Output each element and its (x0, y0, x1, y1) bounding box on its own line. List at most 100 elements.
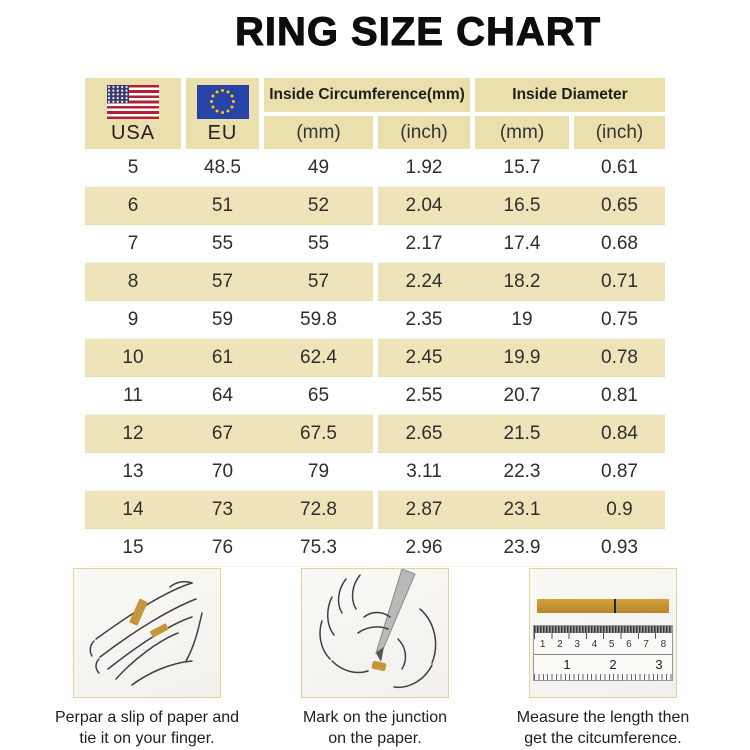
cell-usa-size: 10 (122, 347, 144, 368)
cell-eu-size: 48.5 (204, 157, 241, 178)
cell-diameter-mm: 16.5 (503, 195, 541, 216)
cell-usa-size: 13 (122, 461, 144, 482)
header-group-circumference: Inside Circumference(mm) (264, 78, 470, 112)
column-gap (373, 225, 378, 263)
cell-diameter-mm: 20.7 (503, 385, 541, 406)
usa-flag-canton (107, 84, 129, 103)
usa-flag-icon (107, 84, 159, 119)
column-gap (373, 339, 378, 377)
cell-diameter-inch: 0.75 (601, 309, 638, 330)
column-gap (373, 453, 378, 491)
table-row: 9 59 59.8 2.35 19 0.75 (85, 301, 665, 339)
header-group-diameter: Inside Diameter (475, 78, 665, 112)
cell-usa-size: 15 (122, 537, 144, 558)
cell-diameter-mm: 15.7 (503, 157, 541, 178)
column-gap (373, 377, 378, 415)
ruler-cm-number: 6 (626, 639, 632, 650)
cell-diameter-inch: 0.93 (601, 537, 638, 558)
cell-circumference-mm: 49 (307, 157, 330, 178)
cell-usa-size: 14 (122, 499, 144, 520)
cell-eu-size: 73 (211, 499, 234, 520)
cell-circumference-inch: 2.65 (405, 423, 443, 444)
cell-circumference-inch: 2.87 (405, 499, 443, 520)
cell-usa-size: 6 (127, 195, 139, 216)
hand-with-paper-strip-icon (89, 580, 203, 686)
ruler-cm-number: 4 (591, 639, 598, 650)
gold-paper-strip (537, 599, 669, 613)
cell-diameter-mm: 23.9 (503, 537, 541, 558)
cell-usa-size: 11 (123, 385, 143, 406)
table-row: 13 70 79 3.11 22.3 0.87 (85, 453, 665, 491)
ruler-edge-hatching (534, 626, 672, 633)
table-row: 6 51 52 2.04 16.5 0.65 (85, 187, 665, 225)
subheader-diameter-mm: (mm) (475, 116, 569, 149)
cell-circumference-inch: 2.45 (405, 347, 443, 368)
cell-circumference-mm: 65 (307, 385, 330, 406)
cell-eu-size: 59 (211, 309, 234, 330)
cell-eu-size: 64 (211, 385, 234, 406)
cell-diameter-inch: 0.87 (601, 461, 638, 482)
cell-diameter-mm: 19.9 (503, 347, 541, 368)
instruction-caption-3: Measure the length then get the citcumfe… (516, 709, 690, 747)
cell-circumference-inch: 1.92 (405, 157, 443, 178)
cell-circumference-inch: 2.24 (405, 271, 443, 292)
cell-diameter-mm: 23.1 (503, 499, 541, 520)
cell-diameter-inch: 0.61 (601, 157, 638, 178)
cell-circumference-mm: 72.8 (300, 499, 337, 520)
hand-mark-illustration (301, 568, 449, 698)
column-gap (373, 149, 378, 187)
ruler-inch-number: 3 (655, 657, 663, 672)
cell-circumference-mm: 55 (307, 233, 330, 254)
column-gap (373, 529, 378, 567)
cell-diameter-inch: 0.9 (606, 499, 633, 520)
ruler-inch-scale: 1 2 3 (534, 654, 672, 680)
instruction-caption-2: Mark on the junction on the paper. (302, 709, 448, 747)
header-cell-eu: EU (186, 78, 259, 149)
cell-usa-size: 9 (127, 309, 139, 330)
ruler-cm-number: 5 (608, 639, 615, 650)
table-row: 5 48.5 49 1.92 15.7 0.61 (85, 149, 665, 187)
table-row: 15 76 75.3 2.96 23.9 0.93 (85, 529, 665, 567)
cell-eu-size: 51 (211, 195, 234, 216)
cell-circumference-inch: 2.96 (405, 537, 443, 558)
table-row: 12 67 67.5 2.65 21.5 0.84 (85, 415, 665, 453)
cell-circumference-mm: 62.4 (300, 347, 337, 368)
column-gap (373, 301, 378, 339)
ruler-inch-number: 2 (609, 657, 617, 672)
cell-usa-size: 5 (127, 157, 139, 178)
cell-eu-size: 67 (211, 423, 234, 444)
column-gap (373, 187, 378, 225)
usa-column-label: USA (110, 121, 156, 144)
cell-diameter-inch: 0.71 (601, 271, 638, 292)
instruction-caption-1: Perpar a slip of paper and tie it on you… (54, 709, 240, 747)
diameter-group-label: Inside Diameter (512, 86, 628, 103)
ruler-cm-number: 2 (557, 639, 563, 650)
cell-diameter-inch: 0.84 (601, 423, 638, 444)
eu-flag-stars (221, 100, 225, 104)
cell-circumference-inch: 2.55 (405, 385, 443, 406)
cell-usa-size: 7 (127, 233, 139, 254)
column-gap (373, 415, 378, 453)
ruler-cm-number: 8 (660, 639, 667, 650)
cell-circumference-mm: 75.3 (300, 537, 337, 558)
cell-diameter-inch: 0.81 (601, 385, 638, 406)
table-body: 5 48.5 49 1.92 15.7 0.61 6 51 52 2.04 16… (85, 149, 665, 567)
cell-diameter-mm: 18.2 (503, 271, 541, 292)
cell-usa-size: 12 (122, 423, 144, 444)
hand-with-pencil-icon (319, 569, 437, 689)
ruler-cm-number: 1 (539, 639, 546, 650)
cell-eu-size: 61 (211, 347, 234, 368)
cell-eu-size: 57 (211, 271, 234, 292)
paper-mark (613, 599, 616, 613)
cell-circumference-mm: 79 (307, 461, 330, 482)
ruler-cm-number: 7 (643, 639, 649, 650)
hand-tie-illustration (73, 568, 221, 698)
eu-column-label: EU (207, 121, 238, 144)
cell-circumference-mm: 57 (307, 271, 330, 292)
header-cell-usa: USA (85, 78, 181, 149)
cell-diameter-mm: 22.3 (503, 461, 541, 482)
column-gap (373, 491, 378, 529)
